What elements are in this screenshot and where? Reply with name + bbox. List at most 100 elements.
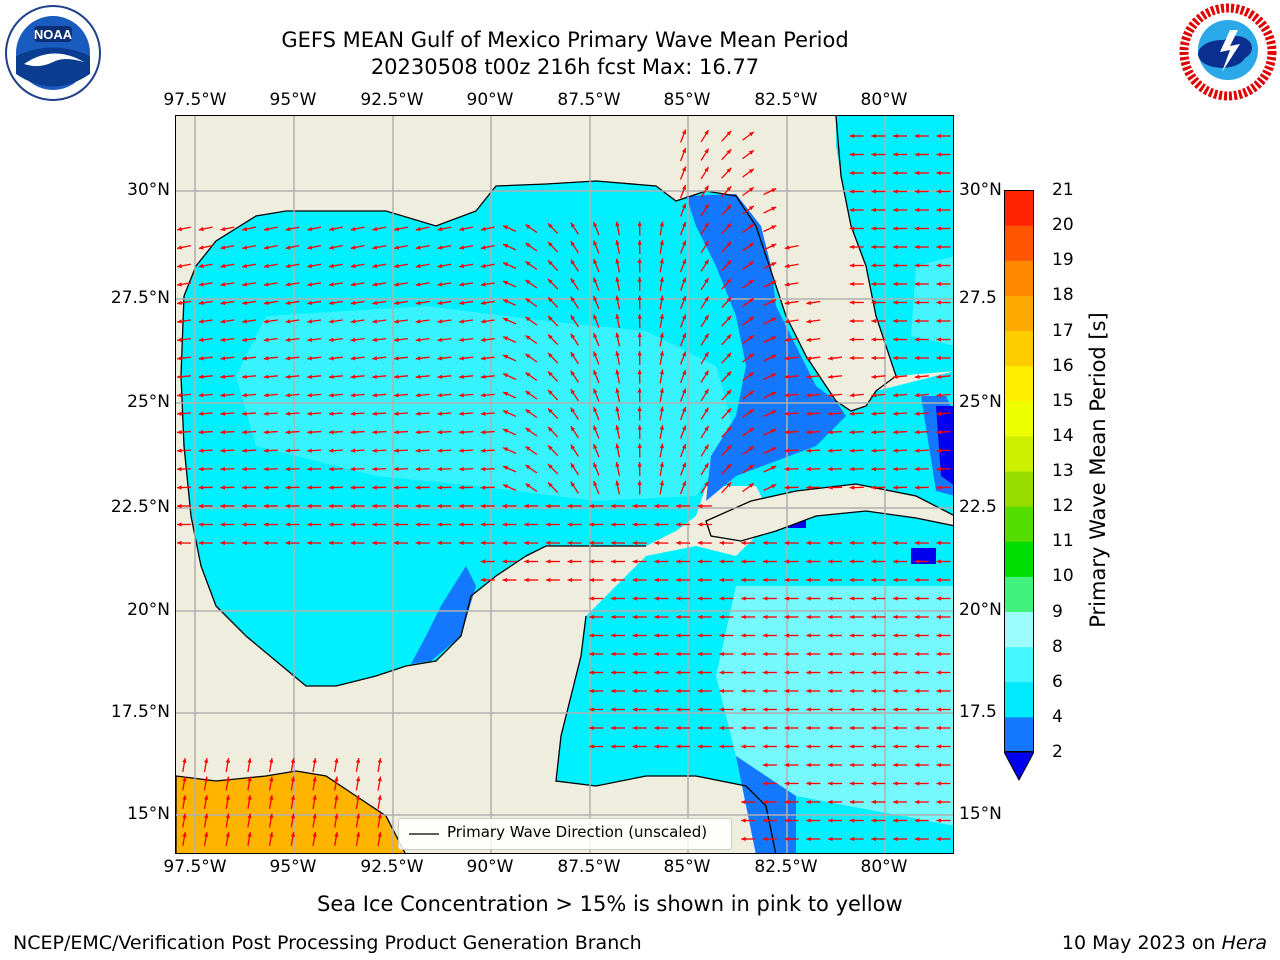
wave-arrow-head [611,725,616,731]
wave-arrow-head [806,393,812,398]
lon-label: 82.5°W [754,857,818,877]
wave-arrow-head [372,466,377,472]
wave-arrow-head [806,781,811,786]
wave-arrow-head [285,393,291,398]
wave-arrow-head [784,762,790,768]
wave-arrow-head [525,279,531,285]
wave-arrow-head [480,374,486,379]
wave-arrow-head [593,425,598,431]
wave-arrow-head [719,633,725,638]
colorbar-tick-label: 12 [1052,496,1074,517]
wave-arrow-head [771,280,777,285]
wave-arrow-head [334,758,339,763]
wave-arrow-head [741,725,746,731]
wave-arrow-head [771,465,777,470]
wave-arrow-head [654,559,659,564]
wave-arrow-head [611,614,616,620]
wave-arrow-head [525,409,531,414]
lat-label: 27.5°N [110,288,170,308]
wave-arrow-head [849,152,855,157]
lon-label: 97.5°W [163,857,227,877]
wave-arrow-head [285,429,291,435]
wave-arrow-head [220,356,226,361]
wave-arrow-head [247,758,252,763]
wave-arrow-head [936,263,942,268]
map-panel [175,115,954,854]
colorbar-segment [1004,260,1034,296]
wave-arrow-head [372,282,378,287]
wave-arrow-head [570,222,576,228]
lat-label: 20°N [127,600,170,620]
wave-arrow-head [355,776,361,782]
wave-arrow-head [784,319,790,324]
wave-arrow-head [914,152,920,157]
wave-arrow-head [784,744,790,749]
wave-arrow-head [936,448,942,453]
wave-arrow-head [307,485,312,490]
wave-arrow-head [177,356,182,361]
wave-arrow-head [726,241,732,247]
wave-arrow-head [285,226,291,232]
wave-arrow-head [503,243,509,248]
wave-arrow-head [203,795,209,800]
wave-arrow-head [893,170,898,176]
wave-arrow-head [182,758,187,763]
wave-arrow-head [654,651,659,657]
colorbar-segment [1004,365,1034,402]
wave-arrow-head [415,374,421,379]
colorbar-tick-label: 9 [1052,601,1063,622]
wave-arrow-head [480,577,486,583]
wave-arrow-head [849,596,855,601]
wave-arrow-head [871,744,876,749]
wave-arrow-head [828,799,833,805]
wave-arrow-head [914,374,920,379]
wave-arrow-head [697,707,703,712]
colorbar-tick-label: 19 [1052,250,1074,271]
wave-arrow-head [611,577,616,583]
wave-arrow-head [654,688,659,694]
wave-arrow-head [726,334,732,340]
wave-arrow-head [503,299,509,304]
lon-label: 80°W [860,857,908,877]
wave-arrow-head [784,374,790,379]
wave-arrow-head [263,411,269,416]
wave-arrow-head [893,393,898,398]
wave-arrow-head [871,818,876,823]
wave-arrow-head [637,462,642,467]
wave-arrow-head [394,263,399,269]
wave-arrow-head [771,317,777,322]
wave-arrow-head [741,577,746,583]
wave-arrow-head [762,781,768,786]
wave-arrow-head [784,429,790,435]
wave-arrow-head [726,297,732,303]
wave-arrow-head [849,207,855,213]
wave-arrow-head [220,393,226,398]
wave-arrow-head [893,300,898,305]
wave-arrow-head [637,314,642,319]
wave-arrow-head [681,425,687,431]
wave-arrow-head [871,429,877,435]
wave-arrow-head [914,263,920,268]
mexico-coast [180,295,646,687]
wave-arrow-head [263,393,269,398]
lat-label: 15°N [959,804,1002,824]
wave-arrow-head [525,316,531,322]
wave-arrow-head [198,374,204,379]
wave-arrow-head [704,185,709,191]
wave-arrow-head [263,263,269,269]
wave-arrow-head [459,393,464,398]
wave-arrow-head [459,485,464,490]
wave-arrow-head [681,277,687,283]
wave-arrow-head [307,245,313,250]
wave-arrow-head [762,818,768,823]
wave-arrow-head [828,466,833,472]
wave-arrow-head [589,707,594,712]
wave-arrow-head [849,614,855,620]
wave-arrow-head [263,282,269,287]
wave-arrow-head [525,353,531,359]
wave-arrow-head [741,633,746,638]
colorbar-segment [1004,576,1034,612]
wave-arrow-head [312,776,317,782]
wave-arrow-head [704,426,709,432]
wave-arrow-head [198,540,204,546]
